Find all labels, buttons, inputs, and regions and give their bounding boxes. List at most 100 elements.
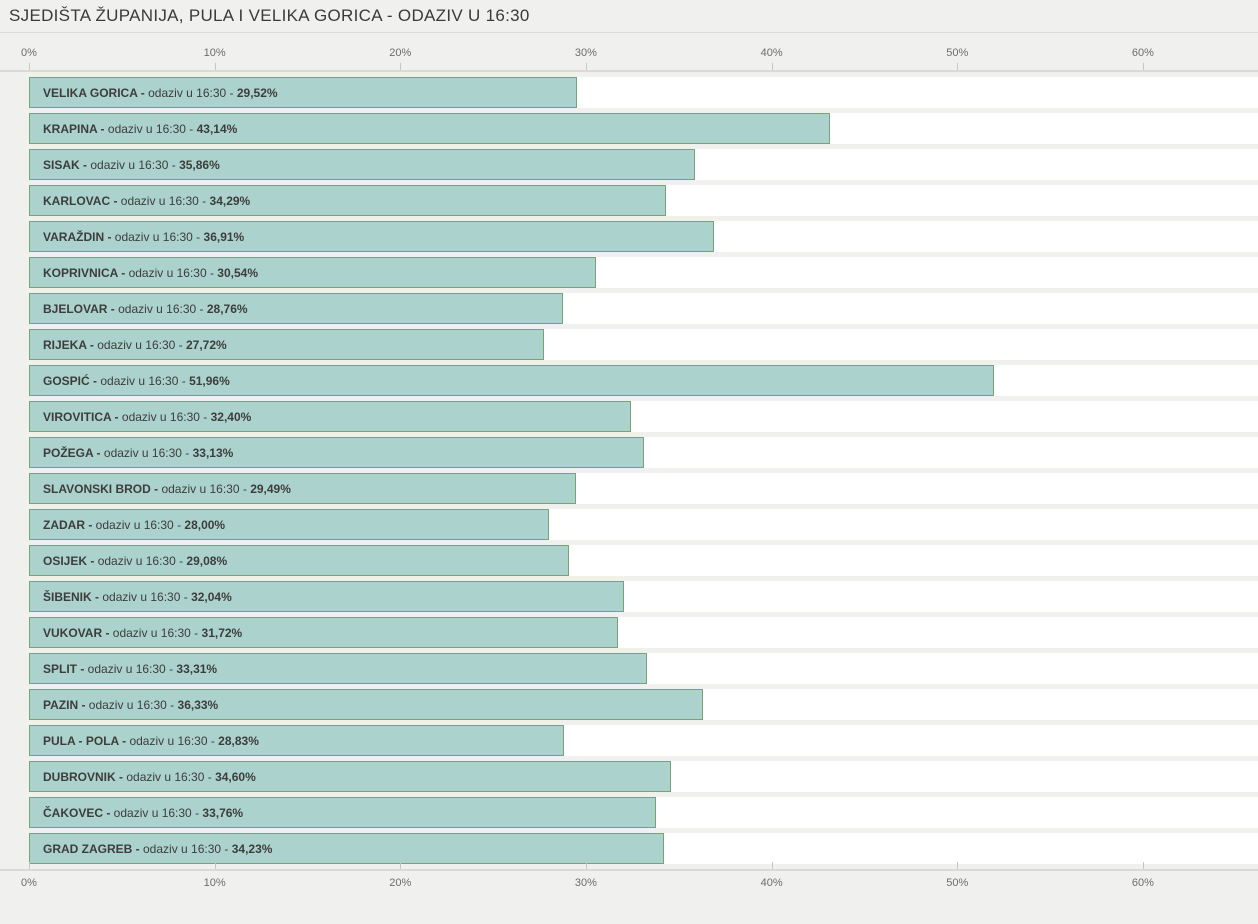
bar-track: KOPRIVNICA - odaziv u 16:30 - 30,54%: [29, 257, 1258, 288]
bar-label: SLAVONSKI BROD - odaziv u 16:30 - 29,49%: [30, 482, 291, 496]
bar[interactable]: KRAPINA - odaziv u 16:30 - 43,14%: [29, 113, 830, 144]
bar-track: SPLIT - odaziv u 16:30 - 33,31%: [29, 653, 1258, 684]
bar-label-value: 31,72%: [201, 625, 243, 640]
title-bar: SJEDIŠTA ŽUPANIJA, PULA I VELIKA GORICA …: [0, 0, 1258, 33]
bar-label-value: 30,54%: [217, 265, 258, 280]
bar-label-name: OSIJEK -: [43, 553, 98, 568]
bar-label-middle: odaziv u 16:30 -: [114, 229, 204, 244]
bar-label-value: 32,04%: [191, 589, 232, 604]
bar-label: VUKOVAR - odaziv u 16:30 - 31,72%: [30, 626, 242, 640]
bar-label-name: VUKOVAR -: [43, 625, 113, 640]
bar-label: KOPRIVNICA - odaziv u 16:30 - 30,54%: [30, 266, 258, 280]
bar-track: SISAK - odaziv u 16:30 - 35,86%: [29, 149, 1258, 180]
bar-track: PULA - POLA - odaziv u 16:30 - 28,83%: [29, 725, 1258, 756]
bar-label-name: BJELOVAR -: [43, 301, 119, 316]
axis-tick: [214, 862, 216, 869]
chart-title: SJEDIŠTA ŽUPANIJA, PULA I VELIKA GORICA …: [9, 6, 530, 25]
bar-track: VARAŽDIN - odaziv u 16:30 - 36,91%: [29, 221, 1258, 252]
axis-tick: [1142, 63, 1144, 70]
bar[interactable]: ZADAR - odaziv u 16:30 - 28,00%: [29, 509, 549, 540]
bar-label: KARLOVAC - odaziv u 16:30 - 34,29%: [30, 194, 250, 208]
bar-track: KRAPINA - odaziv u 16:30 - 43,14%: [29, 113, 1258, 144]
bar[interactable]: POŽEGA - odaziv u 16:30 - 33,13%: [29, 437, 645, 468]
bar[interactable]: VELIKA GORICA - odaziv u 16:30 - 29,52%: [29, 77, 578, 108]
axis-tick-label: 10%: [203, 47, 226, 59]
bar-label: ŠIBENIK - odaziv u 16:30 - 32,04%: [30, 590, 232, 604]
bar[interactable]: PAZIN - odaziv u 16:30 - 36,33%: [29, 689, 704, 720]
chart-row: ZADAR - odaziv u 16:30 - 28,00%: [0, 509, 1258, 545]
bar[interactable]: ŠIBENIK - odaziv u 16:30 - 32,04%: [29, 581, 624, 612]
bar[interactable]: KOPRIVNICA - odaziv u 16:30 - 30,54%: [29, 257, 596, 288]
bar-label: SPLIT - odaziv u 16:30 - 33,31%: [30, 662, 217, 676]
bar-label-name: SISAK -: [43, 157, 91, 172]
axis-tick-label: 0%: [21, 877, 37, 889]
bar-label-name: SPLIT -: [43, 661, 88, 676]
bar-label: VIROVITICA - odaziv u 16:30 - 32,40%: [30, 410, 251, 424]
bar[interactable]: VUKOVAR - odaziv u 16:30 - 31,72%: [29, 617, 618, 648]
bar-label-value: 33,76%: [202, 805, 244, 820]
axis-tick-label: 40%: [760, 877, 783, 889]
bar-track: RIJEKA - odaziv u 16:30 - 27,72%: [29, 329, 1258, 360]
bar[interactable]: PULA - POLA - odaziv u 16:30 - 28,83%: [29, 725, 565, 756]
chart-row: PAZIN - odaziv u 16:30 - 36,33%: [0, 689, 1258, 725]
bar-label: VARAŽDIN - odaziv u 16:30 - 36,91%: [30, 230, 244, 244]
chart-row: GRAD ZAGREB - odaziv u 16:30 - 34,23%: [0, 833, 1258, 869]
chart-row: VARAŽDIN - odaziv u 16:30 - 36,91%: [0, 221, 1258, 257]
axis-tick: [400, 862, 402, 869]
bar[interactable]: VIROVITICA - odaziv u 16:30 - 32,40%: [29, 401, 631, 432]
bar[interactable]: DUBROVNIK - odaziv u 16:30 - 34,60%: [29, 761, 672, 792]
bar[interactable]: ČAKOVEC - odaziv u 16:30 - 33,76%: [29, 797, 656, 828]
bar-label-value: 29,52%: [236, 85, 278, 100]
bar-label: ZADAR - odaziv u 16:30 - 28,00%: [30, 518, 225, 532]
bar-label-middle: odaziv u 16:30 -: [87, 661, 177, 676]
axis-tick: [957, 862, 959, 869]
bar-track: ZADAR - odaziv u 16:30 - 28,00%: [29, 509, 1258, 540]
bottom-axis-scale: 0% 10% 20% 30% 40% 50% 60%: [21, 862, 1258, 899]
bar[interactable]: KARLOVAC - odaziv u 16:30 - 34,29%: [29, 185, 666, 216]
chart-row: DUBROVNIK - odaziv u 16:30 - 34,60%: [0, 761, 1258, 797]
bar-label-middle: odaziv u 16:30 -: [148, 85, 237, 100]
bar-label: PULA - POLA - odaziv u 16:30 - 28,83%: [30, 734, 259, 748]
bar-label-middle: odaziv u 16:30 -: [143, 841, 232, 856]
bar-label-name: VELIKA GORICA -: [43, 85, 149, 100]
axis-tick: [400, 63, 402, 70]
bar-label-value: 35,86%: [179, 157, 220, 172]
bar-track: GOSPIĆ - odaziv u 16:30 - 51,96%: [29, 365, 1258, 396]
bar-track: GRAD ZAGREB - odaziv u 16:30 - 34,23%: [29, 833, 1258, 864]
bar-label-middle: odaziv u 16:30 -: [121, 409, 211, 424]
bar-label-name: GOSPIĆ -: [43, 373, 101, 388]
bar[interactable]: SPLIT - odaziv u 16:30 - 33,31%: [29, 653, 648, 684]
bar[interactable]: SLAVONSKI BROD - odaziv u 16:30 - 29,49%: [29, 473, 577, 504]
axis-tick-label: 0%: [21, 47, 37, 59]
bar-track: VELIKA GORICA - odaziv u 16:30 - 29,52%: [29, 77, 1258, 108]
bar-label-name: ČAKOVEC -: [43, 805, 114, 820]
bar[interactable]: GRAD ZAGREB - odaziv u 16:30 - 34,23%: [29, 833, 665, 864]
bar-track: ŠIBENIK - odaziv u 16:30 - 32,04%: [29, 581, 1258, 612]
bar-label-name: SLAVONSKI BROD -: [43, 481, 162, 496]
bar-label-value: 33,13%: [192, 445, 234, 460]
bar-label-middle: odaziv u 16:30 -: [128, 265, 218, 280]
bar-label: SISAK - odaziv u 16:30 - 35,86%: [30, 158, 220, 172]
bar-track: BJELOVAR - odaziv u 16:30 - 28,76%: [29, 293, 1258, 324]
bar-label-name: KARLOVAC -: [43, 193, 121, 208]
bar[interactable]: VARAŽDIN - odaziv u 16:30 - 36,91%: [29, 221, 715, 252]
bar[interactable]: SISAK - odaziv u 16:30 - 35,86%: [29, 149, 695, 180]
axis-tick: [585, 862, 587, 869]
bar-label-middle: odaziv u 16:30 -: [97, 337, 186, 352]
axis-tick-label: 60%: [1131, 47, 1154, 59]
bar[interactable]: RIJEKA - odaziv u 16:30 - 27,72%: [29, 329, 544, 360]
bar[interactable]: GOSPIĆ - odaziv u 16:30 - 51,96%: [29, 365, 994, 396]
bar-label-name: PAZIN -: [43, 697, 89, 712]
top-axis-scale: 0% 10% 20% 30% 40% 50% 60%: [21, 33, 1258, 70]
bar-track: VUKOVAR - odaziv u 16:30 - 31,72%: [29, 617, 1258, 648]
bar-label-value: 27,72%: [185, 337, 227, 352]
axis-tick: [957, 63, 959, 70]
bar-label-value: 34,60%: [215, 769, 256, 784]
bar[interactable]: OSIJEK - odaziv u 16:30 - 29,08%: [29, 545, 569, 576]
chart-row: ŠIBENIK - odaziv u 16:30 - 32,04%: [0, 581, 1258, 617]
bar[interactable]: BJELOVAR - odaziv u 16:30 - 28,76%: [29, 293, 563, 324]
axis-tick-label: 10%: [203, 877, 226, 889]
bar-track: POŽEGA - odaziv u 16:30 - 33,13%: [29, 437, 1258, 468]
chart-row: POŽEGA - odaziv u 16:30 - 33,13%: [0, 437, 1258, 473]
chart-row: SISAK - odaziv u 16:30 - 35,86%: [0, 149, 1258, 185]
